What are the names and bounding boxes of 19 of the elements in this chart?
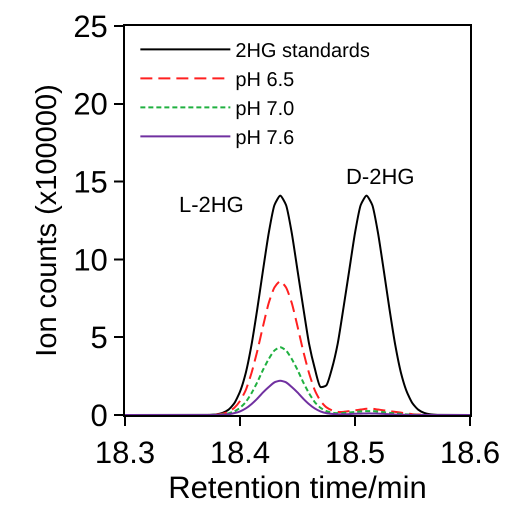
y-tick-label: 0 <box>90 398 108 433</box>
y-tick-label: 15 <box>73 164 108 200</box>
legend-label: pH 7.0 <box>235 98 294 120</box>
legend-label: pH 6.5 <box>235 69 294 92</box>
x-tick-label: 18.6 <box>440 435 500 470</box>
y-tick-label: 10 <box>73 242 108 278</box>
annotation: D-2HG <box>346 164 414 189</box>
x-tick-label: 18.3 <box>94 435 156 470</box>
legend-label: pH 7.6 <box>235 127 294 150</box>
legend-label: 2HG standards <box>235 40 370 62</box>
y-axis-title: Ion counts (x100000) <box>31 84 64 357</box>
x-tick-label: 18.5 <box>324 435 386 470</box>
y-tick-label: 5 <box>90 320 108 356</box>
y-tick-label: 20 <box>73 86 108 122</box>
y-tick-label: 25 <box>73 8 108 44</box>
x-tick-label: 18.4 <box>210 435 270 470</box>
x-axis-title: Retention time/min <box>168 470 427 505</box>
line-series <box>125 380 470 415</box>
annotation: L-2HG <box>179 192 244 217</box>
